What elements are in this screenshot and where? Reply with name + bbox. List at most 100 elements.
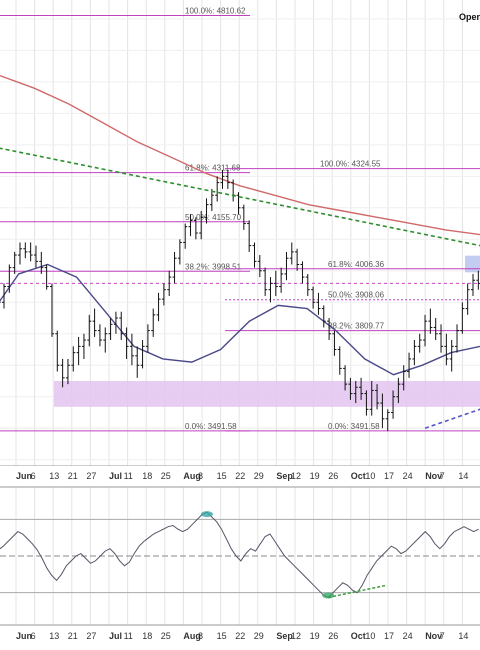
fib-level-label: 100.0%: 4810.62: [185, 7, 246, 16]
ohlc-bar: [151, 308, 156, 337]
x-tick-label: 18: [142, 631, 152, 641]
ohlc-bar: [295, 248, 300, 271]
ohlc-bar: [119, 311, 124, 341]
x-tick-label: 22: [235, 631, 245, 641]
ohlc-bar: [465, 283, 470, 315]
x-tick-label: Jun: [16, 471, 32, 481]
ohlc-bar: [225, 170, 230, 189]
x-tick-label: 24: [403, 631, 413, 641]
ohlc-bar: [396, 377, 401, 404]
x-tick-label: 17: [384, 471, 394, 481]
price-date-axis: [0, 466, 480, 484]
ohlc-bar: [257, 255, 262, 278]
ohlc-bar: [391, 390, 396, 419]
ohlc-bar: [460, 302, 465, 334]
x-tick-label: 13: [49, 471, 59, 481]
moving-average-line: [0, 74, 480, 236]
x-tick-label: 21: [68, 471, 78, 481]
ohlc-bar: [337, 346, 342, 375]
fib-level-label: 50.0%: 4155.70: [185, 213, 242, 222]
x-tick-label: 8: [198, 471, 203, 481]
fib-levels-layer: 100.0%: 4810.62 61.8%: 4311.68 50.0%: 4155…: [0, 7, 480, 432]
ohlc-bar: [241, 204, 246, 230]
x-tick-label: 27: [86, 631, 96, 641]
fib-level-label: 38.2%: 3998.51: [185, 262, 242, 271]
ohlc-bar: [129, 333, 134, 366]
osc-date-axis: [0, 626, 480, 650]
ohlc-bar: [444, 333, 449, 366]
x-tick-label: Sep: [276, 471, 293, 481]
ohlc-bar: [332, 330, 337, 356]
ohlc-bar: [145, 324, 150, 353]
x-tick-label: 6: [31, 471, 36, 481]
x-tick-label: 25: [161, 471, 171, 481]
x-tick-label: 17: [384, 631, 394, 641]
x-tick-label: 6: [31, 631, 36, 641]
x-tick-label: 10: [365, 471, 375, 481]
ohlc-bar: [113, 311, 118, 334]
ohlc-bar: [65, 358, 70, 385]
x-tick-label: 26: [328, 631, 338, 641]
ohlc-bar: [364, 390, 369, 416]
ohlc-bar: [17, 242, 22, 265]
grid-layer: [0, 0, 480, 626]
ohlc-bar: [433, 318, 438, 341]
ohlc-bars-layer: [0, 170, 480, 432]
ohlc-bar: [380, 393, 385, 429]
x-tick-label: 29: [254, 631, 264, 641]
x-tick-label: Aug: [183, 631, 201, 641]
ohlc-bar: [423, 314, 428, 347]
ohlc-bar: [359, 377, 364, 400]
x-tick-label: 24: [403, 471, 413, 481]
fib-level-label: 38.2%: 3809.77: [328, 322, 385, 331]
x-tick-label: 10: [365, 631, 375, 641]
ohlc-bar: [220, 170, 225, 189]
ohlc-bar: [167, 270, 172, 296]
ohlc-bar: [311, 286, 316, 309]
x-tick-label: 14: [458, 631, 468, 641]
ohlc-bar: [268, 277, 273, 303]
x-tick-label: 7: [440, 631, 445, 641]
ohlc-bar: [140, 340, 145, 369]
ohlc-bar: [231, 179, 236, 202]
ohlc-bar: [1, 283, 6, 309]
ohlc-bar: [33, 245, 38, 268]
fib-level-label: 0.0%: 3491.58: [185, 422, 237, 431]
x-tick-label: 26: [328, 471, 338, 481]
oscillator-line: [0, 511, 479, 599]
ohlc-bar: [407, 352, 412, 378]
ohlc-bar: [279, 267, 284, 293]
ohlc-bar: [76, 336, 81, 366]
trendlines-layer: [0, 147, 480, 429]
ohlc-bar: [353, 380, 358, 404]
x-tick-label: 29: [254, 471, 264, 481]
ohlc-bar: [60, 358, 65, 388]
ohlc-bar: [193, 217, 198, 240]
fib-level-label: 61.8%: 4311.68: [185, 164, 241, 173]
support-zone: [54, 380, 480, 407]
x-tick-label: 25: [161, 631, 171, 641]
x-tick-label: 12: [291, 631, 301, 641]
ohlc-bar: [81, 333, 86, 359]
ohlc-bar: [183, 223, 188, 249]
x-tick-label: Aug: [183, 471, 201, 481]
osc-highlight: [200, 511, 213, 518]
ohlc-bar: [7, 264, 12, 293]
ohlc-bar: [263, 267, 268, 296]
ohlc-bar: [471, 273, 476, 296]
x-tick-label: 7: [440, 471, 445, 481]
x-tick-label: 27: [86, 471, 96, 481]
x-tick-label: 11: [124, 471, 133, 481]
price-trendline: [0, 147, 480, 247]
x-tick-label: 14: [458, 471, 468, 481]
ohlc-bar: [348, 377, 353, 400]
osc-highlight: [322, 592, 335, 599]
ohlc-bar: [71, 346, 76, 372]
ohlc-bar: [23, 242, 28, 259]
x-tick-label: Nov: [425, 471, 442, 481]
x-tick-label: 11: [124, 631, 133, 641]
x-tick-label: Jul: [109, 471, 122, 481]
fib-level-label: 50.0%: 3908.06: [328, 291, 385, 300]
ohlc-bar: [428, 308, 433, 334]
